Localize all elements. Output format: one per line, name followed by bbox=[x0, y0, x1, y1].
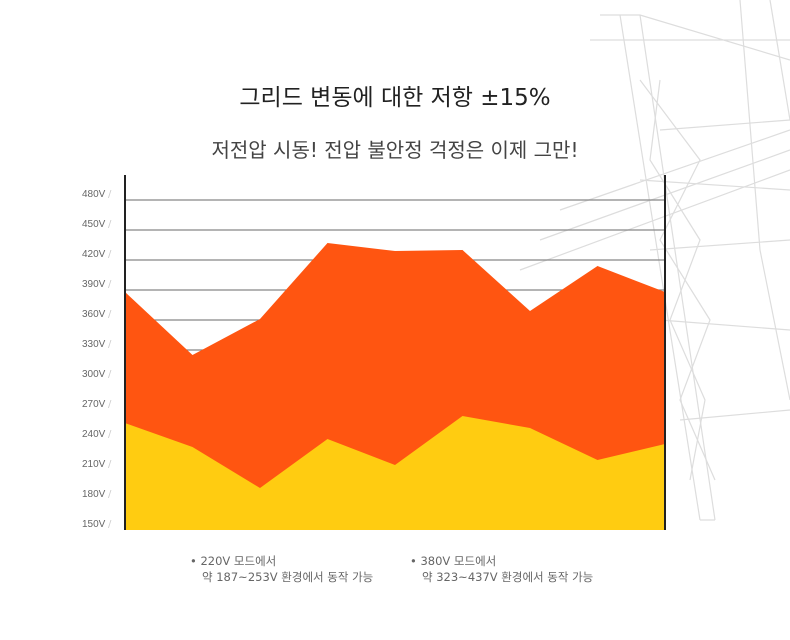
y-tick-label: 180V bbox=[82, 489, 106, 500]
chart-title: 그리드 변동에 대한 저항 ±15% bbox=[239, 85, 551, 111]
y-tick-label: 150V bbox=[82, 519, 106, 530]
tick-slash: / bbox=[108, 339, 112, 350]
bullet: • bbox=[410, 554, 417, 568]
y-tick-label: 420V bbox=[82, 249, 106, 260]
y-tick-label: 480V bbox=[82, 189, 106, 200]
note-mode: 220V 모드에서 bbox=[200, 554, 277, 568]
y-tick-label: 330V bbox=[82, 339, 106, 350]
tick-slash: / bbox=[108, 519, 112, 530]
tick-slash: / bbox=[108, 219, 112, 230]
note-380v: • 380V 모드에서 약 323~437V 환경에서 동작 가능 bbox=[410, 553, 593, 585]
y-tick-label: 450V bbox=[82, 219, 106, 230]
bullet: • bbox=[190, 554, 197, 568]
chart-subtitle: 저전압 시동! 전압 불안정 걱정은 이제 그만! bbox=[211, 138, 579, 162]
note-range: 약 323~437V 환경에서 동작 가능 bbox=[422, 570, 594, 584]
note-mode: 380V 모드에서 bbox=[420, 554, 497, 568]
tick-slash: / bbox=[108, 369, 112, 380]
y-tick-label: 390V bbox=[82, 279, 106, 290]
y-tick-label: 360V bbox=[82, 309, 106, 320]
tick-slash: / bbox=[108, 189, 112, 200]
area-220V-모드 bbox=[125, 416, 665, 530]
tick-slash: / bbox=[108, 279, 112, 290]
tick-slash: / bbox=[108, 249, 112, 260]
y-tick-label: 240V bbox=[82, 429, 106, 440]
tick-slash: / bbox=[108, 459, 112, 470]
note-range: 약 187~253V 환경에서 동작 가능 bbox=[202, 570, 374, 584]
tick-slash: / bbox=[108, 399, 112, 410]
tick-slash: / bbox=[108, 489, 112, 500]
tick-slash: / bbox=[108, 309, 112, 320]
note-220v: • 220V 모드에서 약 187~253V 환경에서 동작 가능 bbox=[190, 553, 373, 585]
y-tick-label: 300V bbox=[82, 369, 106, 380]
y-tick-label: 210V bbox=[82, 459, 106, 470]
tick-slash: / bbox=[108, 429, 112, 440]
y-tick-label: 270V bbox=[82, 399, 106, 410]
